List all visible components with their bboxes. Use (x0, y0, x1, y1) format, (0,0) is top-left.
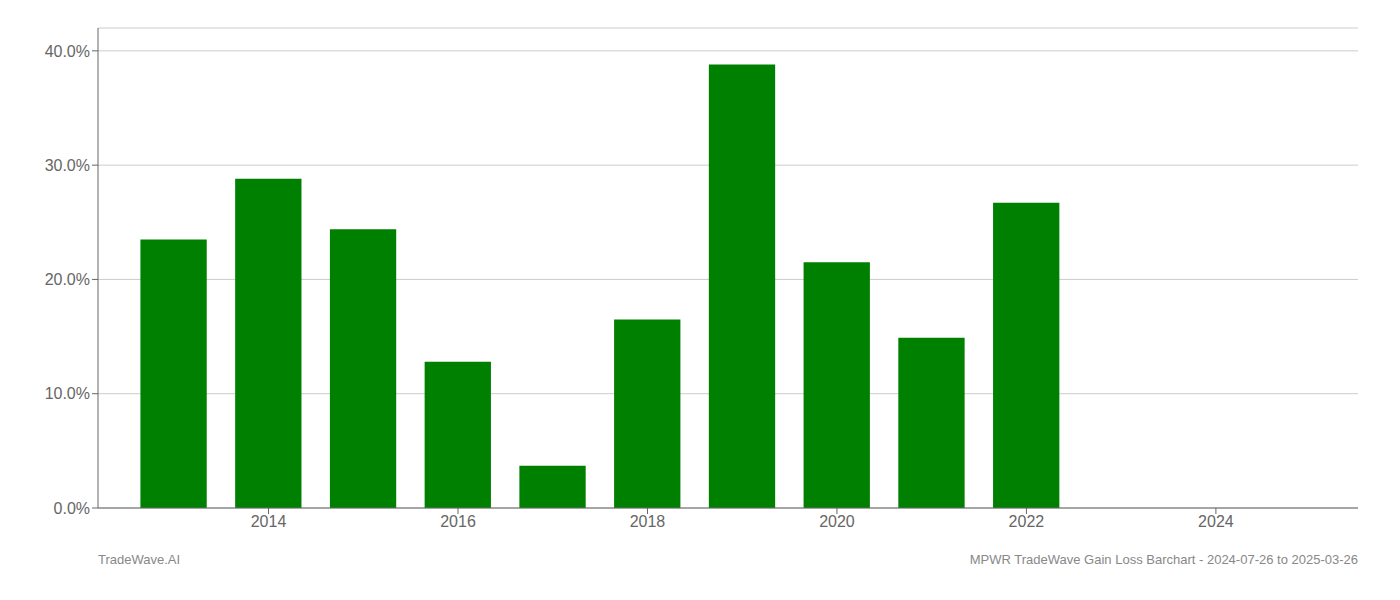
html-text:TradeWave.AI: TradeWave.AI (98, 552, 181, 567)
svg-text:2016: 2016 (440, 513, 476, 530)
svg-text:30.0%: 30.0% (45, 157, 90, 174)
svg-text:2014: 2014 (251, 513, 287, 530)
svg-text:20.0%: 20.0% (45, 271, 90, 288)
svg-text:40.0%: 40.0% (45, 43, 90, 60)
svg-text:2022: 2022 (1009, 513, 1045, 530)
html-text:MPWR TradeWave Gain Loss Barch: MPWR TradeWave Gain Loss Barchart - 2024… (969, 552, 1358, 567)
svg-text:2018: 2018 (630, 513, 666, 530)
svg-text:0.0%: 0.0% (54, 500, 90, 517)
svg-text:2024: 2024 (1198, 513, 1234, 530)
svg-text:10.0%: 10.0% (45, 385, 90, 402)
svg-text:2020: 2020 (819, 513, 855, 530)
